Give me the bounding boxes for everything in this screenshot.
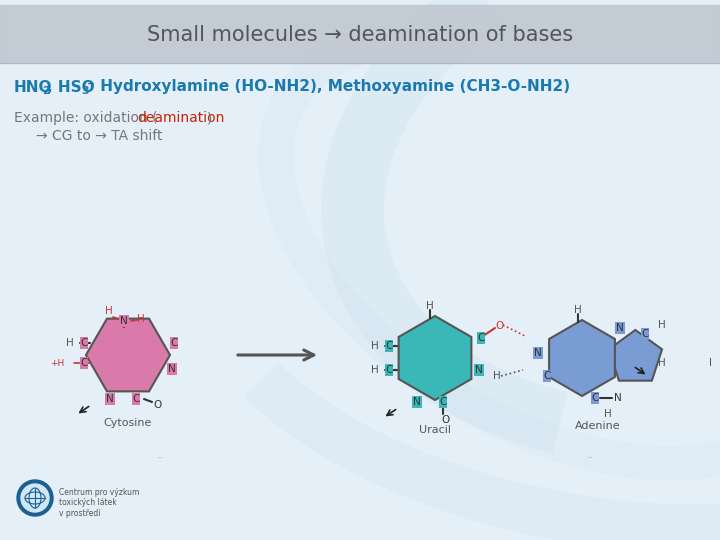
- Text: C: C: [171, 338, 178, 348]
- Text: O: O: [154, 400, 162, 410]
- Text: Centrum pro výzkum
toxických látek
v prostředí: Centrum pro výzkum toxických látek v pro…: [59, 488, 140, 518]
- Polygon shape: [86, 319, 170, 392]
- Circle shape: [21, 484, 49, 512]
- Text: H: H: [371, 365, 379, 375]
- Text: N: N: [413, 397, 421, 407]
- Text: Cytosine: Cytosine: [104, 418, 152, 428]
- Text: N: N: [120, 316, 128, 326]
- Text: N: N: [616, 323, 624, 333]
- Text: deamination: deamination: [137, 111, 225, 125]
- Text: H: H: [604, 409, 612, 419]
- Text: , HSO: , HSO: [48, 79, 95, 94]
- Text: C: C: [132, 394, 140, 404]
- Text: ..: ..: [156, 450, 163, 460]
- Text: ⁻ Hydroxylamine (HO-NH2), Methoxyamine (CH3-O-NH2): ⁻ Hydroxylamine (HO-NH2), Methoxyamine (…: [87, 79, 570, 94]
- Text: → CG to → TA shift: → CG to → TA shift: [36, 129, 163, 143]
- Text: N: N: [168, 364, 176, 374]
- Text: 2: 2: [42, 86, 50, 96]
- Polygon shape: [609, 330, 662, 381]
- Text: H: H: [66, 338, 74, 348]
- Text: N: N: [534, 348, 542, 358]
- Text: N: N: [475, 365, 483, 375]
- Circle shape: [17, 480, 53, 516]
- Text: C: C: [642, 329, 649, 339]
- Text: C: C: [81, 358, 88, 368]
- Text: C: C: [385, 365, 392, 375]
- Text: C: C: [544, 371, 551, 381]
- Text: C: C: [385, 341, 392, 351]
- Text: 3: 3: [81, 86, 89, 96]
- Polygon shape: [549, 320, 615, 396]
- Text: H: H: [493, 371, 501, 381]
- Bar: [0, 5, 720, 63]
- Text: Example: oxidation (: Example: oxidation (: [14, 111, 158, 125]
- Text: H: H: [137, 314, 145, 324]
- Text: C: C: [439, 397, 446, 407]
- Text: HNO: HNO: [14, 79, 53, 94]
- Text: H: H: [658, 320, 666, 330]
- Text: C: C: [81, 338, 88, 348]
- Text: C: C: [591, 393, 599, 403]
- Text: O: O: [441, 415, 449, 425]
- Text: C: C: [477, 333, 485, 343]
- Polygon shape: [399, 316, 472, 400]
- Text: H: H: [371, 341, 379, 351]
- Text: N: N: [106, 394, 114, 404]
- Text: +H: +H: [50, 359, 64, 368]
- Text: H: H: [658, 358, 666, 368]
- Text: Uracil: Uracil: [419, 425, 451, 435]
- Text: H: H: [426, 301, 434, 311]
- Text: O: O: [495, 321, 503, 331]
- Text: Small molecules → deamination of bases: Small molecules → deamination of bases: [147, 25, 573, 45]
- Text: H: H: [574, 305, 582, 315]
- Text: N: N: [614, 393, 622, 403]
- Text: ): ): [207, 111, 212, 125]
- Text: Adenine: Adenine: [575, 421, 621, 431]
- Text: ..: ..: [586, 450, 593, 460]
- Text: H: H: [105, 306, 113, 316]
- Text: I: I: [708, 358, 711, 368]
